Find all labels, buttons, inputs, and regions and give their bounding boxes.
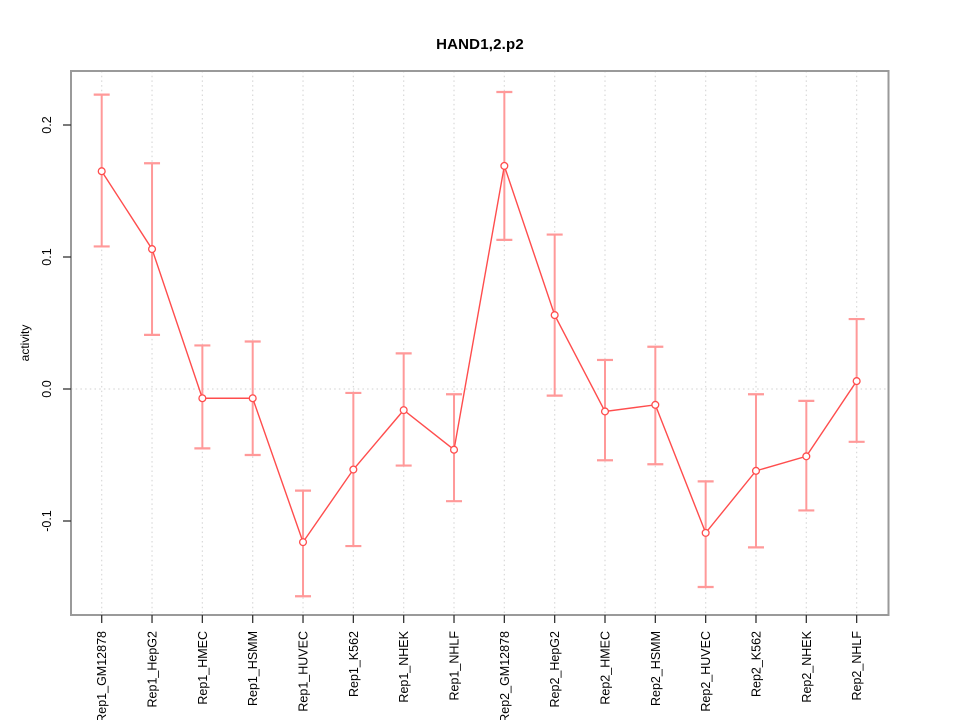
data-point-marker (600, 407, 610, 416)
data-point-marker (449, 445, 459, 454)
y-tick-label: 0.2 (40, 116, 54, 133)
x-category-label: Rep2_HepG2 (548, 631, 562, 707)
x-category-label: Rep1_NHEK (397, 630, 411, 702)
y-tick-label: 0.1 (40, 248, 54, 265)
data-point-marker (500, 161, 509, 170)
x-category-label: Rep2_HMEC (599, 631, 613, 705)
series-line (101, 165, 858, 544)
x-category-label: Rep2_GM12878 (498, 631, 512, 720)
x-category-label: Rep2_HUVEC (699, 631, 713, 712)
data-point-marker (651, 400, 660, 409)
data-point-marker (349, 465, 358, 474)
data-point-marker (298, 538, 308, 547)
data-point-marker (147, 245, 157, 254)
x-category-label: Rep2_NHLF (850, 631, 864, 701)
y-tick-label: -0.1 (40, 510, 54, 532)
data-point-marker (852, 377, 861, 386)
x-category-label: Rep1_HMEC (196, 631, 210, 705)
x-category-label: Rep2_NHEK (800, 630, 814, 702)
data-point-marker (701, 528, 710, 537)
x-category-label: Rep1_GM12878 (95, 631, 109, 720)
data-point-marker (198, 394, 207, 403)
x-category-label: Rep1_K562 (347, 631, 361, 697)
x-category-label: Rep1_HUVEC (297, 631, 311, 712)
x-category-label: Rep2_K562 (749, 631, 763, 697)
data-point-marker (802, 452, 811, 461)
data-point-marker (751, 466, 761, 475)
data-point-marker (550, 311, 559, 320)
y-tick-label: 0.0 (40, 380, 54, 397)
x-category-label: Rep2_HSMM (649, 631, 663, 706)
x-category-label: Rep1_HSMM (246, 631, 260, 706)
data-point-marker (97, 167, 106, 176)
plot-frame (70, 70, 890, 616)
data-point-marker (248, 394, 257, 403)
x-category-label: Rep1_HepG2 (146, 631, 160, 707)
data-point-marker (399, 406, 408, 415)
x-category-label: Rep1_NHLF (448, 631, 462, 701)
chart-title: HAND1,2.p2 (436, 36, 524, 53)
